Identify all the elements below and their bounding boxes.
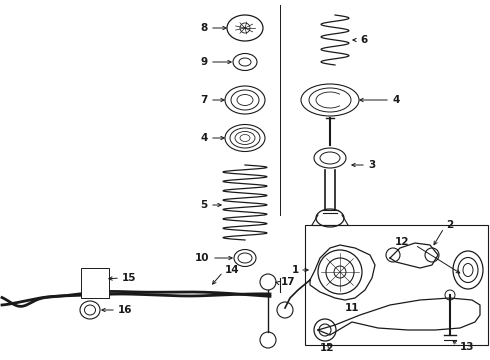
Text: 3: 3 — [368, 160, 375, 170]
Text: 12: 12 — [395, 237, 410, 247]
Text: 4: 4 — [392, 95, 399, 105]
Text: 6: 6 — [360, 35, 367, 45]
Text: 12: 12 — [320, 343, 335, 353]
Bar — [305, 225, 488, 345]
Text: 2: 2 — [446, 220, 453, 230]
Ellipse shape — [80, 301, 100, 319]
Circle shape — [314, 319, 336, 341]
Bar — [81, 268, 109, 298]
Text: 8: 8 — [200, 23, 207, 33]
Text: 10: 10 — [195, 253, 210, 263]
Text: 15: 15 — [122, 273, 137, 283]
Text: 14: 14 — [225, 265, 240, 275]
Text: 1: 1 — [292, 265, 299, 275]
Text: 13: 13 — [460, 342, 474, 352]
Text: 16: 16 — [118, 305, 132, 315]
Text: 5: 5 — [200, 200, 207, 210]
Ellipse shape — [84, 274, 106, 292]
Text: 4: 4 — [200, 133, 207, 143]
Ellipse shape — [453, 251, 483, 289]
Text: 9: 9 — [200, 57, 207, 67]
Text: 11: 11 — [345, 303, 360, 313]
Text: 17: 17 — [281, 277, 295, 287]
Text: 7: 7 — [200, 95, 207, 105]
